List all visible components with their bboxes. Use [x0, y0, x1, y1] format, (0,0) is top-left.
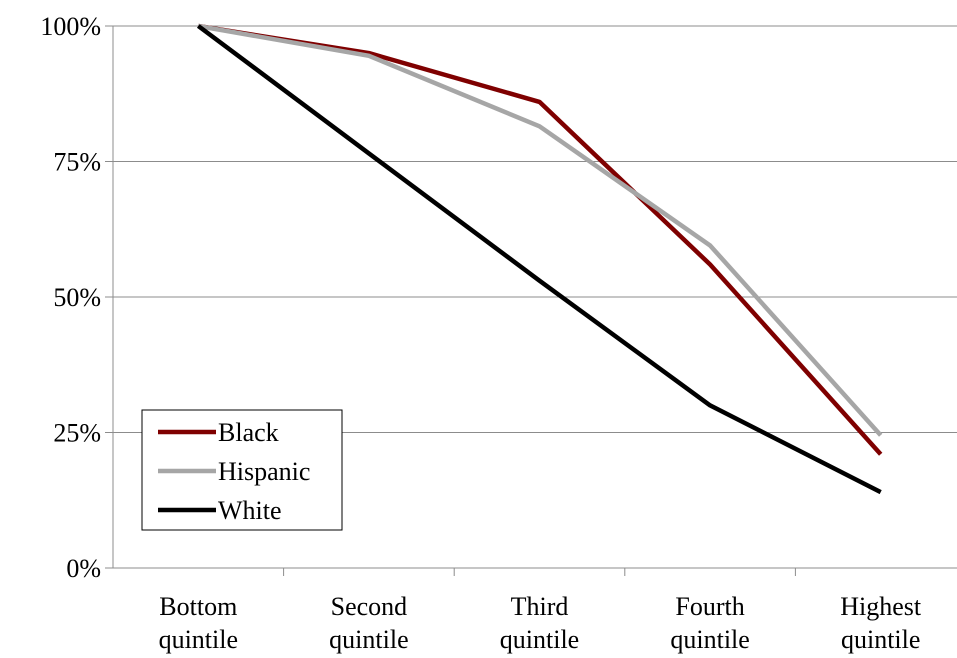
- legend-label: Black: [218, 418, 279, 447]
- series-line-black: [197, 23, 883, 456]
- legend: Black Hispanic White: [141, 409, 343, 531]
- y-tick-label: 100%: [40, 12, 101, 41]
- series-line-white: [196, 24, 882, 495]
- legend-label: Hispanic: [218, 457, 310, 486]
- x-category-label: Third: [511, 592, 569, 621]
- x-category-label: Second: [331, 592, 408, 621]
- x-category-label: Fourth: [675, 592, 744, 621]
- y-tick-label: 25%: [53, 419, 101, 448]
- x-category-label: Bottom: [159, 592, 237, 621]
- x-category-label: quintile: [329, 625, 408, 654]
- x-category-label: quintile: [670, 625, 749, 654]
- gridlines: [113, 25, 957, 433]
- legend-label: White: [218, 496, 282, 525]
- axes: 0% 25% 50% 75% 100% Bottom quintile Second quint…: [40, 12, 957, 654]
- y-tick-label: 75%: [53, 148, 101, 177]
- series-lines: [196, 23, 883, 495]
- x-category-label: quintile: [841, 625, 920, 654]
- series-line-hispanic: [197, 23, 883, 437]
- x-category-label: Highest: [840, 592, 922, 621]
- x-category-label: quintile: [159, 625, 238, 654]
- y-tick-label: 50%: [53, 283, 101, 312]
- x-category-label: quintile: [500, 625, 579, 654]
- y-tick-label: 0%: [66, 554, 101, 583]
